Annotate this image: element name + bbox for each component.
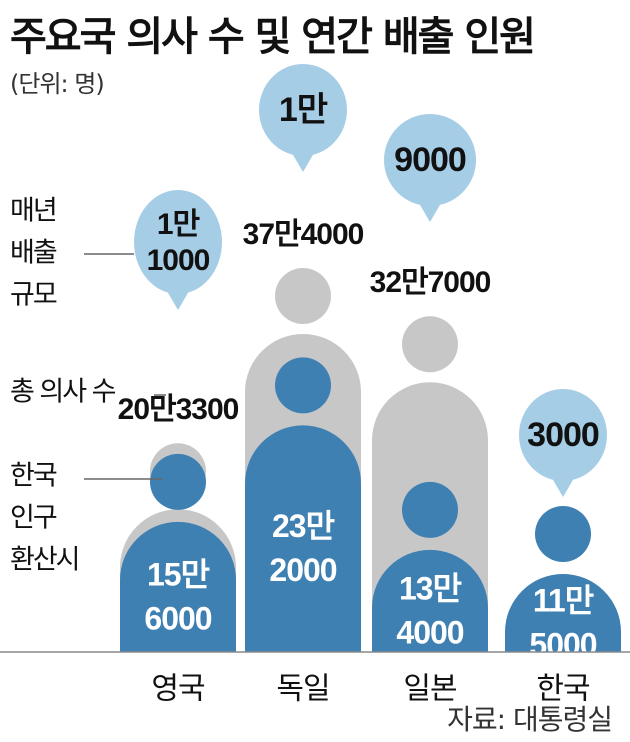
label-annual-영국-line-1: 1만 [157,208,201,241]
head-adjusted-한국 [535,505,591,562]
bubble-annual-영국 [134,190,222,294]
source-label: 자료: 대통령실 [447,703,613,736]
bar-adjusted-일본 [372,549,488,652]
bubble-annual-독일 [259,64,347,156]
category-label-일본: 일본 [403,672,456,707]
head-adjusted-독일 [275,357,331,414]
bar-adjusted-영국 [120,521,236,652]
head-total-독일 [275,268,331,324]
chart-title: 주요국 의사 수 및 연간 배출 인원 [10,14,536,60]
label-adjusted-독일-line-2: 2000 [269,552,336,588]
bubble-annual-한국 [519,389,607,481]
label-adjusted-한국-line-2: 5000 [529,626,596,662]
legend-total: 총 의사 수 [10,377,116,408]
category-label-영국: 영국 [151,672,205,707]
bar-adjusted-독일 [245,425,361,652]
label-adjusted-일본-line-1: 13만 [399,570,462,606]
unit-label: (단위: 명) [10,70,105,98]
head-adjusted-영국 [150,453,206,510]
label-adjusted-일본-line-2: 4000 [396,614,463,650]
category-label-독일: 독일 [276,672,329,707]
head-total-일본 [402,316,458,373]
label-annual-일본: 9000 [394,141,466,179]
label-adjusted-한국-line-1: 11만 [533,582,594,618]
label-annual-독일: 1만 [279,91,328,129]
legend-adjusted-line-2: 인구 [10,503,57,534]
head-adjusted-일본 [402,481,458,538]
legend-annual-line-2: 배출 [10,238,57,269]
bubble-annual-일본 [384,114,476,206]
label-adjusted-독일-line-1: 23만 [272,508,335,544]
bar-adjusted-한국 [505,573,621,652]
label-adjusted-영국-line-2: 6000 [144,600,211,636]
label-annual-영국-line-2: 1000 [147,244,210,277]
legend-annual-line-3: 규모 [10,280,57,311]
legend-adjusted-line-1: 한국 [10,461,57,492]
label-total-영국: 20만3300 [118,393,239,426]
category-label-한국: 한국 [536,672,590,707]
legend-adjusted-line-3: 환산시 [10,545,79,576]
label-annual-한국: 3000 [527,416,599,454]
label-total-일본: 32만7000 [370,266,491,299]
legend-annual-line-1: 매년 [10,196,56,227]
label-total-독일: 37만4000 [243,218,364,251]
label-adjusted-영국-line-1: 15만 [147,556,210,592]
